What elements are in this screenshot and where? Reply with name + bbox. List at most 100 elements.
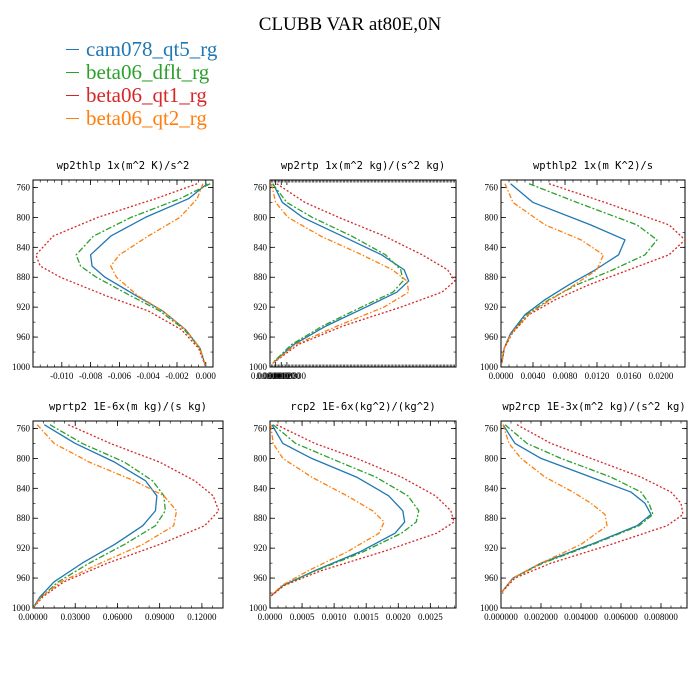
series-line-beta06_dflt_rg bbox=[501, 424, 654, 594]
x-tick-label: 0.000 bbox=[196, 371, 217, 381]
y-tick-label: 800 bbox=[485, 212, 499, 222]
legend-swatch bbox=[66, 49, 79, 50]
x-tick-label: 0.0200 bbox=[649, 371, 674, 381]
legend-swatch bbox=[66, 95, 79, 96]
y-tick-label: 960 bbox=[17, 573, 31, 583]
plot-frame bbox=[500, 179, 686, 368]
y-tick-label: 920 bbox=[254, 302, 268, 312]
y-tick-label: 1000 bbox=[12, 362, 31, 372]
panel-title: wp2thlp 1x(m^2 K)/s^2 bbox=[57, 160, 190, 172]
x-tick-label: 0.00000 bbox=[18, 612, 48, 622]
y-tick-label: 960 bbox=[485, 332, 499, 342]
legend-swatch bbox=[66, 118, 79, 119]
panel-title: wp2rcp 1E-3x(m^2 kg)/(s^2 kg) bbox=[502, 401, 685, 413]
x-tick-label: 0.0015 bbox=[354, 612, 379, 622]
plot-frame bbox=[500, 420, 688, 609]
x-tick-label: 0.004000 bbox=[564, 612, 598, 622]
y-tick-label: 920 bbox=[17, 543, 31, 553]
panel: wp2rcp 1E-3x(m^2 kg)/(s^2 kg)760 800 840 88… bbox=[480, 401, 688, 622]
y-tick-label: 840 bbox=[254, 483, 268, 493]
series-line-cam078_qt5_rg bbox=[501, 183, 626, 364]
x-tick-label: 0.0000200 bbox=[262, 371, 301, 381]
y-tick-label: 760 bbox=[17, 423, 31, 433]
x-tick-label: 0.0005 bbox=[290, 612, 315, 622]
y-tick-label: 800 bbox=[485, 453, 499, 463]
x-tick-label: 0.006000 bbox=[604, 612, 638, 622]
series-line-cam078_qt5_rg bbox=[89, 183, 208, 367]
x-tick-label: -0.004 bbox=[137, 371, 161, 381]
y-tick-label: 880 bbox=[485, 513, 499, 523]
x-tick-label: 0.0020 bbox=[386, 612, 411, 622]
y-tick-label: 1000 bbox=[480, 362, 499, 372]
panel: wpthlp2 1x(m K^2)/s 760 800 840 880 920 960 100… bbox=[480, 160, 686, 381]
x-tick-label: 0.0000 bbox=[258, 612, 283, 622]
x-tick-label: 0.0000100 bbox=[257, 371, 296, 381]
series-line-cam078_qt5_rg bbox=[33, 424, 158, 608]
y-tick-label: 1000 bbox=[249, 603, 268, 613]
y-tick-label: 880 bbox=[485, 272, 499, 282]
series-line-beta06_dflt_rg bbox=[270, 424, 420, 598]
series-line-cam078_qt5_rg bbox=[501, 424, 652, 594]
x-tick-label: 0.12000 bbox=[187, 612, 217, 622]
x-tick-label: 0.008000 bbox=[644, 612, 678, 622]
panel: rcp2 1E-6x(kg^2)/(kg^2) 760 800 840 880 920 96… bbox=[249, 401, 457, 622]
panel-title: wp2rtp 1x(m^2 kg)/(s^2 kg) bbox=[281, 160, 445, 172]
series-line-beta06_qt1_rg bbox=[272, 183, 456, 364]
legend-swatch bbox=[66, 72, 79, 73]
series-line-beta06_qt2_rg bbox=[270, 424, 385, 598]
y-tick-label: 880 bbox=[17, 513, 31, 523]
legend-label: cam078_qt5_rg bbox=[86, 37, 218, 61]
y-tick-label: 960 bbox=[254, 573, 268, 583]
panel-title: wprtp2 1E-6x(m kg)/(s kg) bbox=[49, 401, 207, 413]
legend-label: beta06_qt1_rg bbox=[86, 83, 207, 107]
series-line-beta06_qt1_rg bbox=[501, 424, 684, 594]
y-tick-label: 800 bbox=[254, 453, 268, 463]
series-line-beta06_dflt_rg bbox=[271, 183, 404, 364]
x-tick-label: -0.008 bbox=[79, 371, 103, 381]
plot-frame bbox=[32, 179, 214, 368]
panel: wprtp2 1E-6x(m kg)/(s kg) 760 800 840 880 920… bbox=[12, 401, 224, 622]
y-tick-label: 960 bbox=[485, 573, 499, 583]
y-tick-label: 760 bbox=[17, 182, 31, 192]
panel-title: rcp2 1E-6x(kg^2)/(kg^2) bbox=[290, 401, 435, 413]
x-tick-label: 0.0025 bbox=[418, 612, 443, 622]
series-line-beta06_qt2_rg bbox=[501, 183, 605, 364]
x-tick-label: -0.002 bbox=[165, 371, 188, 381]
series-line-beta06_qt1_rg bbox=[501, 183, 685, 364]
series-line-beta06_qt2_rg bbox=[110, 183, 207, 367]
series-line-beta06_qt2_rg bbox=[501, 424, 608, 594]
y-tick-label: 760 bbox=[254, 423, 268, 433]
x-tick-label: 0.0080 bbox=[553, 371, 578, 381]
y-tick-label: 880 bbox=[254, 272, 268, 282]
series-line-beta06_qt1_rg bbox=[35, 183, 207, 367]
x-tick-label: 0.0000000 bbox=[251, 371, 290, 381]
series-line-beta06_qt2_rg bbox=[33, 424, 178, 608]
y-tick-label: 840 bbox=[254, 242, 268, 252]
y-tick-label: 800 bbox=[17, 453, 31, 463]
series-line-beta06_qt2_rg bbox=[270, 183, 410, 364]
x-tick-label: 0.0040 bbox=[521, 371, 546, 381]
x-tick-label: 0.0120 bbox=[585, 371, 610, 381]
y-tick-label: 760 bbox=[485, 423, 499, 433]
y-tick-label: 920 bbox=[17, 302, 31, 312]
y-tick-label: 840 bbox=[17, 242, 31, 252]
x-tick-label: -0.010 bbox=[50, 371, 74, 381]
y-tick-label: 800 bbox=[254, 212, 268, 222]
series-line-beta06_qt1_rg bbox=[270, 424, 455, 598]
plot-frame bbox=[269, 179, 457, 368]
plot-frame bbox=[269, 420, 457, 609]
y-tick-label: 760 bbox=[485, 182, 499, 192]
panel: wp2rtp 1x(m^2 kg)/(s^2 kg) 760 800 840 880 92… bbox=[249, 160, 457, 381]
y-tick-label: 760 bbox=[254, 182, 268, 192]
x-tick-label: 0.0000300 bbox=[268, 371, 307, 381]
x-tick-label: 0.0160 bbox=[617, 371, 642, 381]
legend-label: beta06_qt2_rg bbox=[86, 106, 207, 130]
series-line-cam078_qt5_rg bbox=[270, 424, 406, 598]
x-tick-label: 0.0000 bbox=[489, 371, 514, 381]
panel-title: wpthlp2 1x(m K^2)/s bbox=[533, 160, 653, 172]
y-tick-label: 1000 bbox=[249, 362, 268, 372]
series-line-beta06_dflt_rg bbox=[501, 183, 658, 364]
y-tick-label: 920 bbox=[485, 543, 499, 553]
x-tick-label: 0.002000 bbox=[524, 612, 558, 622]
y-tick-label: 960 bbox=[17, 332, 31, 342]
